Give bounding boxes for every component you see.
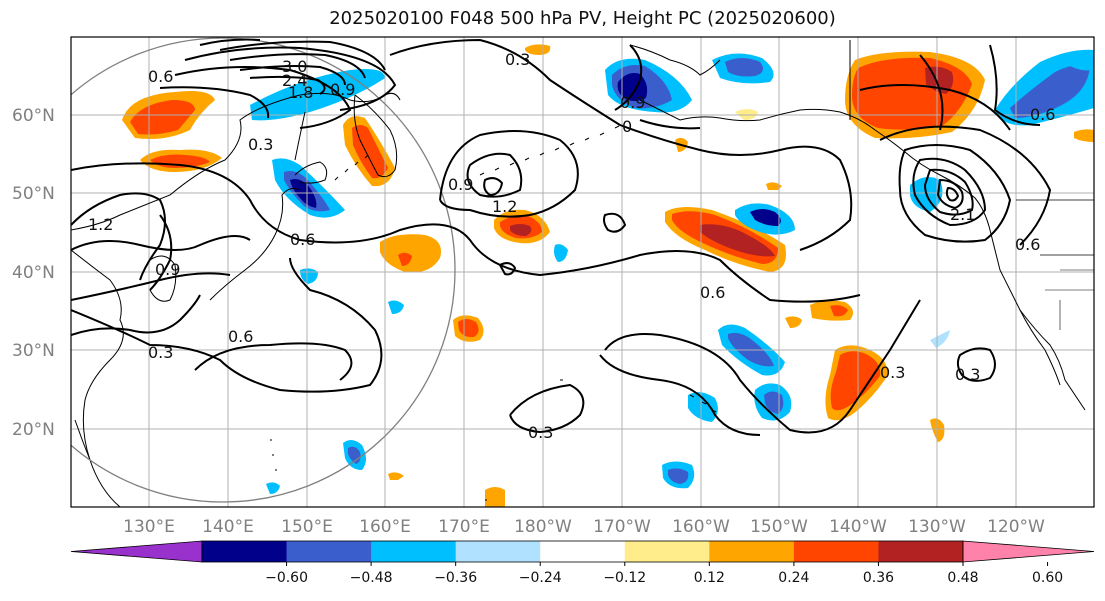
map-frame — [70, 36, 1095, 508]
contour-label: 0.9 — [620, 93, 645, 112]
colorbar-swatch — [371, 541, 457, 562]
lat-label-50n: 50°N — [12, 184, 55, 204]
lon-label-180w: 180°W — [514, 517, 572, 537]
contour-label: 0.3 — [955, 365, 980, 384]
coastlines — [71, 40, 1094, 507]
contour-label: 0.6 — [148, 67, 173, 86]
latitude-labels: 60°N 50°N 40°N 30°N 20°N — [12, 106, 55, 440]
map-content — [71, 37, 1094, 507]
colorbar-swatch — [878, 541, 964, 562]
contour-label: 0.6 — [1030, 105, 1055, 124]
longitude-labels: 130°E 140°E 150°E 160°E 170°E 180°W 170°… — [123, 517, 1045, 537]
projection-circle — [71, 37, 456, 503]
colorbar-border — [201, 540, 964, 563]
lon-label-160e: 160°E — [359, 517, 411, 537]
contour-label: 0.6 — [700, 283, 725, 302]
contour-label: 0.6 — [290, 230, 315, 249]
contour-label: 0.9 — [155, 260, 180, 279]
lon-label-130e: 130°E — [123, 517, 175, 537]
contour-label: 1.2 — [492, 197, 517, 216]
colorbar-tick-label: −0.12 — [603, 570, 646, 586]
contour-label: 0.3 — [880, 363, 905, 382]
contour-label: 2.4 — [282, 71, 307, 90]
lon-label-140e: 140°E — [202, 517, 254, 537]
lon-label-120w: 120°W — [987, 517, 1045, 537]
contour-label: 0.3 — [248, 135, 273, 154]
lon-label-140w: 140°W — [829, 517, 887, 537]
lat-label-30n: 30°N — [12, 341, 55, 361]
lat-label-40n: 40°N — [12, 263, 55, 283]
contour-label: 3.0 — [282, 57, 307, 76]
lon-label-130w: 130°W — [908, 517, 966, 537]
lat-label-60n: 60°N — [12, 106, 55, 126]
lat-label-20n: 20°N — [12, 420, 55, 440]
lon-label-170e: 170°E — [438, 517, 490, 537]
contour-label: 0.6 — [228, 327, 253, 346]
contour-label: 0.9 — [330, 80, 355, 99]
lon-label-150e: 150°E — [281, 517, 333, 537]
colorbar-swatch — [286, 541, 372, 562]
colorbar-tick-label: 0.60 — [1032, 570, 1063, 586]
map-title: 2025020100 F048 500 hPa PV, Height PC (2… — [329, 8, 836, 29]
lon-label-170w: 170°W — [593, 517, 651, 537]
colorbar-extend-high — [962, 540, 1095, 563]
colorbar-tick-label: −0.60 — [265, 570, 308, 586]
colorbar-tick-label: −0.48 — [350, 570, 393, 586]
contour-label: 0 — [622, 117, 632, 136]
colorbar-swatch — [540, 541, 626, 562]
contour-label: 0.3 — [528, 423, 553, 442]
contour-label: 0.3 — [148, 343, 173, 362]
graticule — [71, 37, 1094, 507]
colorbar-tick-label: −0.24 — [519, 570, 562, 586]
contour-label-group: 3.0 2.4 1.8 0.9 0.6 0.3 1.2 0.9 0.6 0.6 … — [88, 50, 1055, 442]
colorbar-swatch — [709, 541, 795, 562]
lon-label-150w: 150°W — [750, 517, 808, 537]
colorbar-swatch — [202, 541, 288, 562]
lon-label-160w: 160°W — [672, 517, 730, 537]
height-contours — [71, 38, 1052, 436]
colorbar-swatch — [624, 541, 710, 562]
colorbar-tick-label: 0.24 — [778, 570, 809, 586]
colorbar-extend-low — [70, 540, 203, 563]
colorbar-tick-label: −0.36 — [434, 570, 477, 586]
colorbar-swatch — [793, 541, 879, 562]
colorbar: −0.60 −0.48 −0.36 −0.24 −0.12 0.12 0.24 0.36 0.4… — [70, 540, 1095, 586]
contour-label: 0.9 — [448, 175, 473, 194]
contour-label: 1.2 — [88, 215, 113, 234]
contour-label: 1.8 — [288, 83, 313, 102]
colorbar-tick-label: 0.36 — [863, 570, 894, 586]
contour-label: 0.6 — [1015, 235, 1040, 254]
colorbar-tick-label: 0.12 — [694, 570, 725, 586]
colorbar-swatch — [455, 541, 541, 562]
colorbar-tick-label: 0.48 — [947, 570, 978, 586]
pv-shading — [122, 44, 1094, 507]
contour-label: 2.1 — [950, 205, 975, 224]
contour-label: 0.3 — [505, 50, 530, 69]
